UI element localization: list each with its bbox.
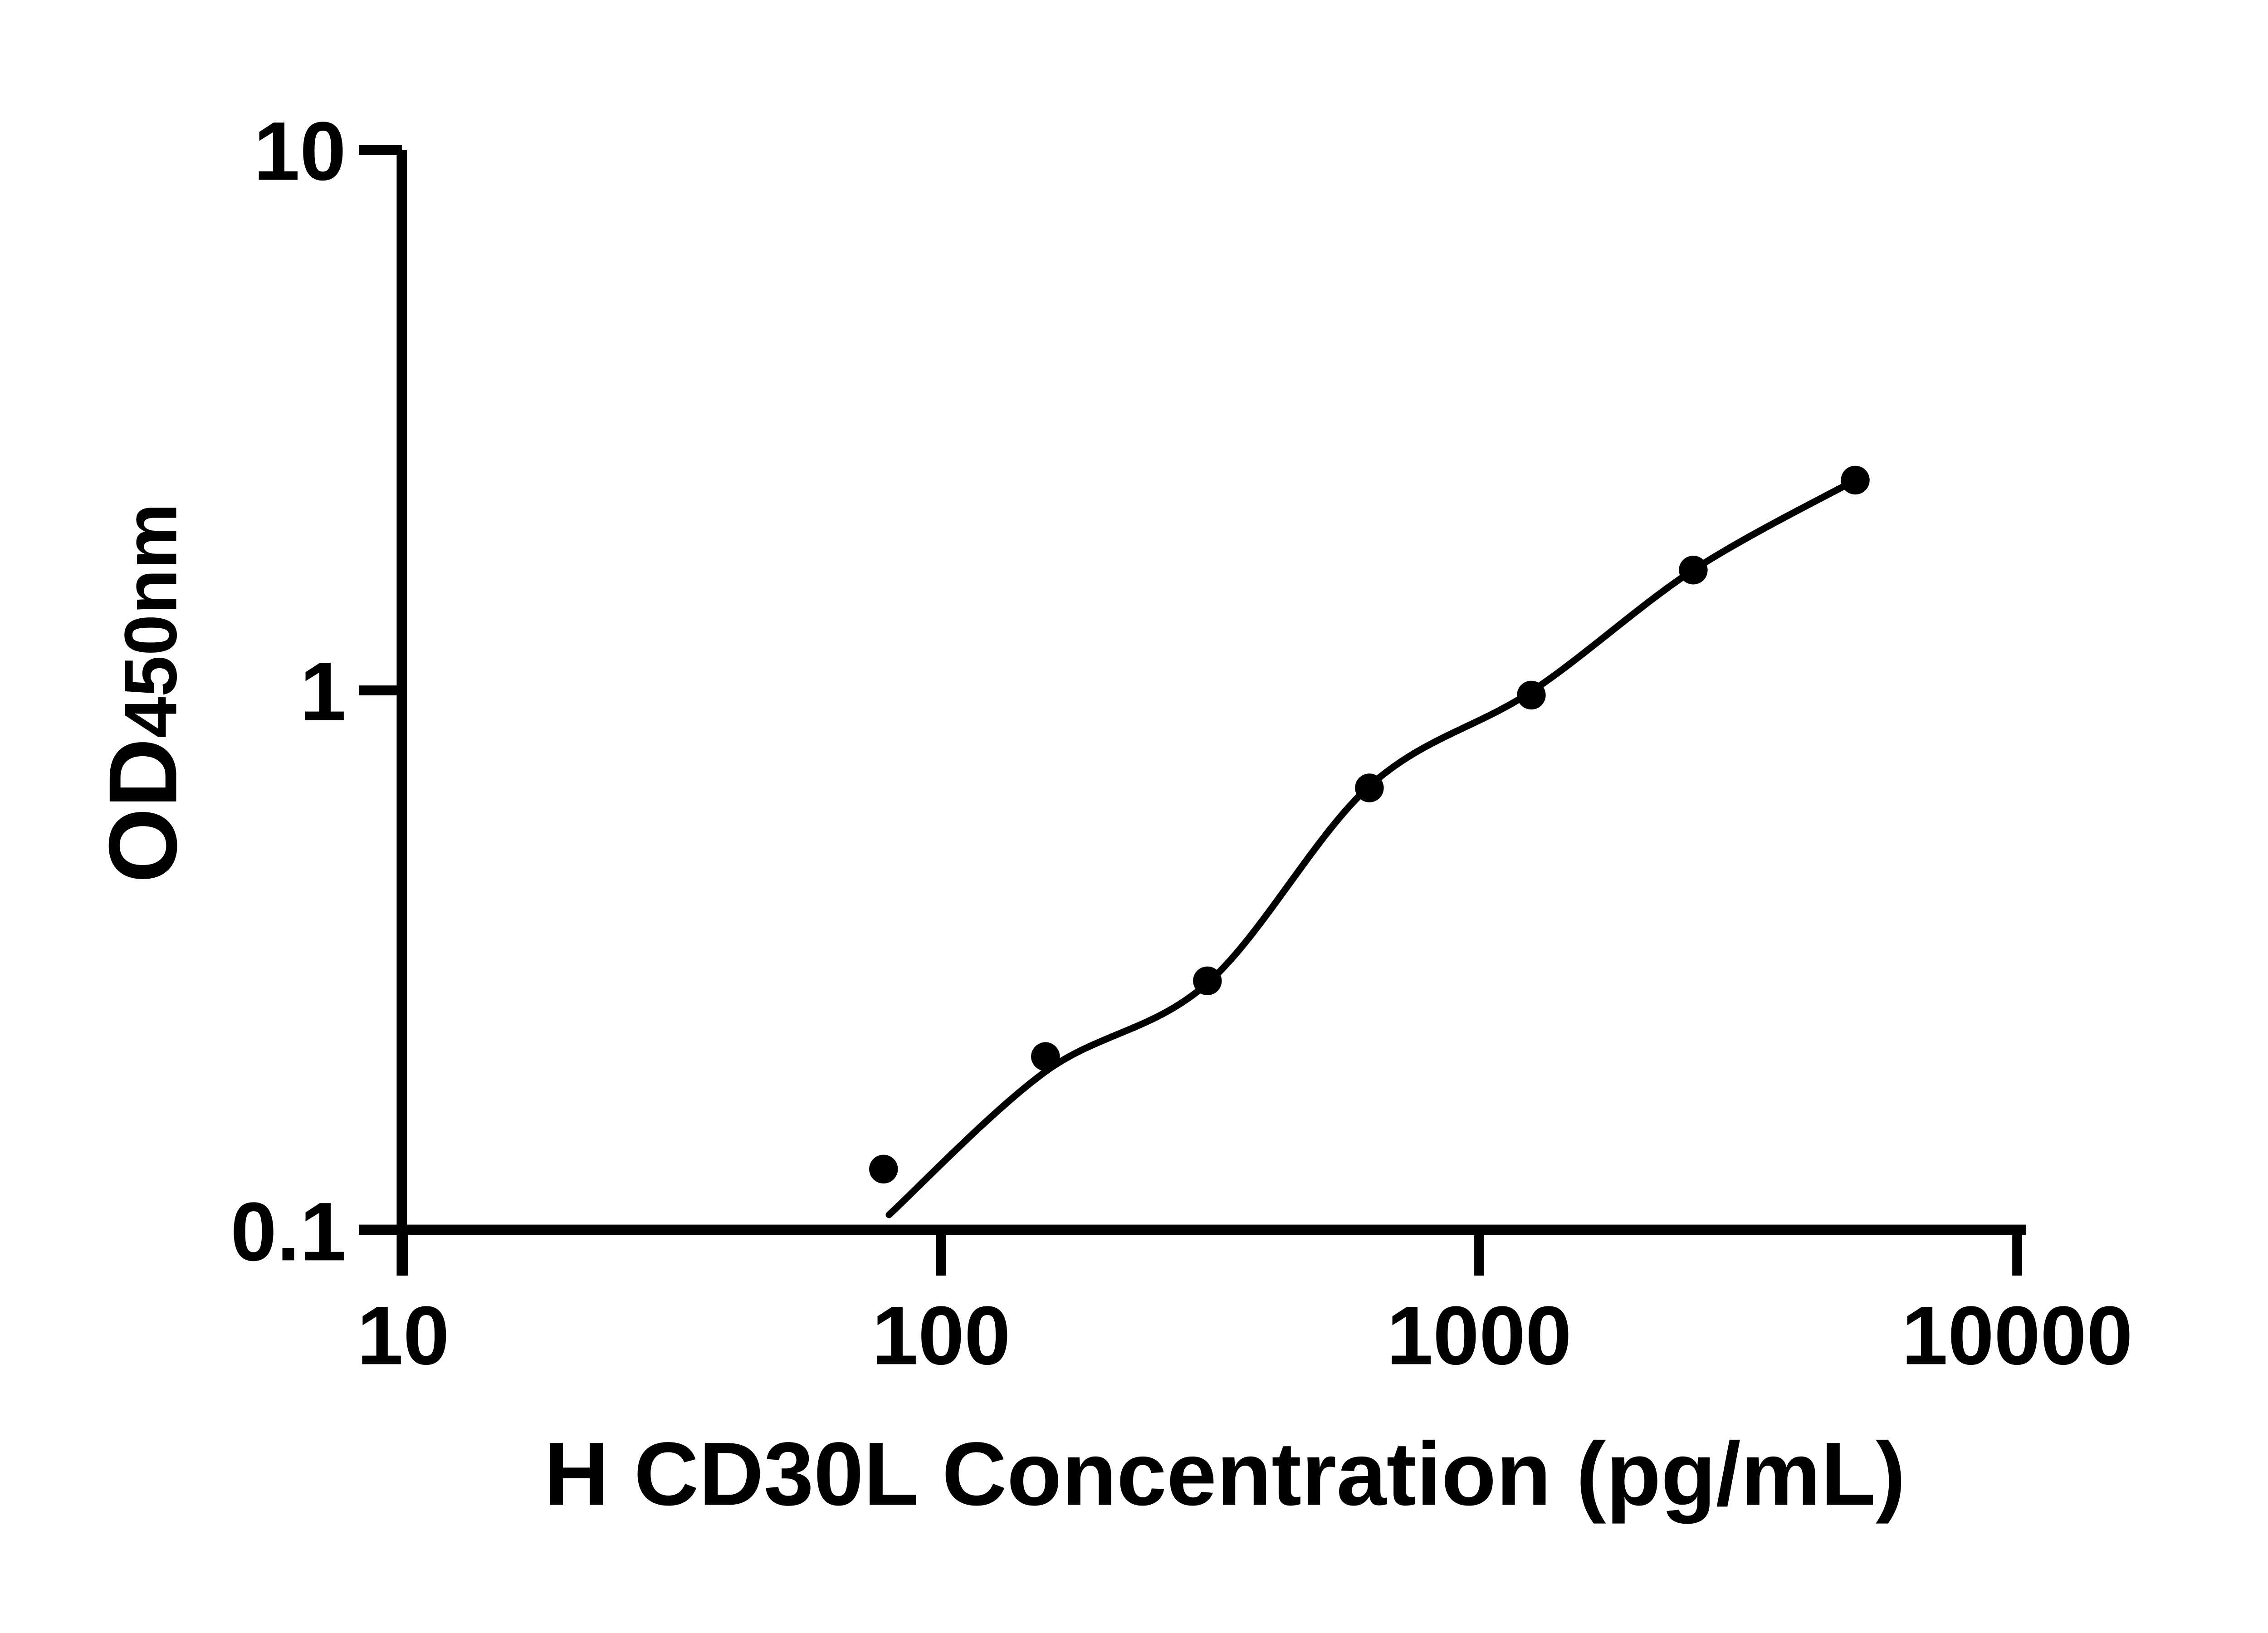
data-point-marker [1679, 556, 1708, 585]
data-point-marker [1031, 1042, 1060, 1071]
x-tick-label: 1000 [1387, 1289, 1572, 1382]
y-tick-label: 1 [300, 645, 346, 738]
y-axis-title: OD450nm [89, 503, 197, 883]
data-point-marker [869, 1154, 898, 1183]
x-tick-label: 10 [357, 1289, 450, 1382]
fit-curve-line [885, 477, 1859, 1218]
data-point-marker [1841, 465, 1870, 495]
y-tick-label: 10 [254, 104, 346, 197]
y-axis-title-subscript: 450nm [109, 503, 192, 738]
y-axis-title-main: OD [89, 738, 197, 883]
x-tick-label: 100 [872, 1289, 1011, 1382]
data-point-marker [1517, 680, 1546, 710]
x-axis-title: H CD30L Concentration (pg/mL) [544, 1423, 1906, 1524]
data-point-marker [1355, 773, 1384, 802]
y-tick-label: 0.1 [230, 1185, 346, 1278]
data-point-marker [1193, 966, 1222, 996]
x-tick-label: 10000 [1901, 1289, 2133, 1382]
